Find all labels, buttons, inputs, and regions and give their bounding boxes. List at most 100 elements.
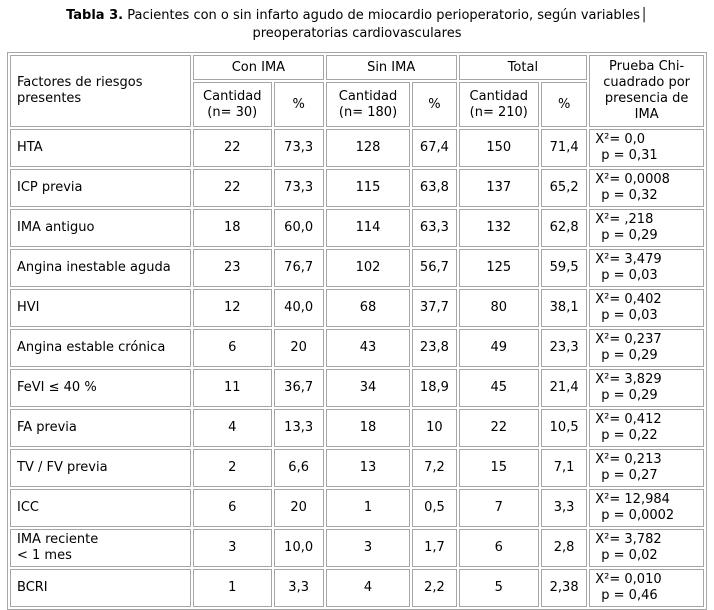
chi-value: X²= 3,829: [595, 372, 662, 387]
table-row: IMA reciente < 1 mes 3 10,0 3 1,7 6 2,8 …: [10, 529, 704, 567]
sin-ima-cantidad-cell: 43: [325, 329, 411, 367]
chi-square-cell: X²= 12,984 p = 0,0002: [589, 489, 704, 527]
con-ima-pct-cell: 13,3: [273, 409, 324, 447]
sin-ima-pct-cell: 63,8: [412, 169, 457, 207]
column-header-con-cantidad: Cantidad (n= 30): [193, 82, 272, 127]
con-ima-cantidad-cell: 2: [193, 449, 272, 487]
chi-value: X²= 3,782: [595, 532, 662, 547]
chi-value: X²= 12,984: [595, 492, 670, 507]
total-cantidad-cell: 45: [458, 369, 539, 407]
factor-cell: FeVI ≤ 40 %: [10, 369, 192, 407]
p-value: p = 0,22: [601, 428, 658, 443]
factor-cell: IMA antiguo: [10, 209, 192, 247]
con-ima-pct-cell: 20: [273, 489, 324, 527]
p-value: p = 0,32: [601, 188, 658, 203]
patients-ima-table: Factores de riesgos presentes Con IMA Si…: [7, 52, 707, 610]
sin-ima-pct-cell: 56,7: [412, 249, 457, 287]
con-ima-cantidad-cell: 22: [193, 129, 272, 167]
con-ima-cantidad-cell: 6: [193, 489, 272, 527]
chi-square-cell: X²= 0,213 p = 0,27: [589, 449, 704, 487]
total-cantidad-cell: 49: [458, 329, 539, 367]
column-header-con-pct: %: [273, 82, 324, 127]
p-value: p = 0,29: [601, 228, 658, 243]
factor-cell: TV / FV previa: [10, 449, 192, 487]
caption-label: Tabla 3.: [66, 8, 124, 23]
chi-square-cell: X²= 0,0008 p = 0,32: [589, 169, 704, 207]
total-pct-cell: 59,5: [541, 249, 588, 287]
sin-ima-cantidad-cell: 102: [325, 249, 411, 287]
caption-text-line1: Pacientes con o sin infarto agudo de mio…: [123, 8, 641, 23]
chi-value: X²= 3,479: [595, 252, 662, 267]
con-ima-cantidad-cell: 12: [193, 289, 272, 327]
table-row: IMA antiguo 18 60,0 114 63,3 132 62,8 X²…: [10, 209, 704, 247]
total-pct-cell: 71,4: [541, 129, 588, 167]
chi-value: X²= 0,402: [595, 292, 662, 307]
chi-square-cell: X²= 3,829 p = 0,29: [589, 369, 704, 407]
table-row: HTA 22 73,3 128 67,4 150 71,4 X²= 0,0 p …: [10, 129, 704, 167]
table-row: TV / FV previa 2 6,6 13 7,2 15 7,1 X²= 0…: [10, 449, 704, 487]
sin-ima-pct-cell: 7,2: [412, 449, 457, 487]
sin-ima-pct-cell: 37,7: [412, 289, 457, 327]
p-value: p = 0,03: [601, 308, 658, 323]
sin-ima-pct-cell: 67,4: [412, 129, 457, 167]
total-cantidad-cell: 22: [458, 409, 539, 447]
chi-square-cell: X²= ,218 p = 0,29: [589, 209, 704, 247]
p-value: p = 0,29: [601, 388, 658, 403]
factor-cell: ICC: [10, 489, 192, 527]
p-value: p = 0,03: [601, 268, 658, 283]
p-value: p = 0,02: [601, 548, 658, 563]
factor-cell: Angina inestable aguda: [10, 249, 192, 287]
text-cursor-icon: │: [640, 8, 648, 23]
table-row: ICP previa 22 73,3 115 63,8 137 65,2 X²=…: [10, 169, 704, 207]
sin-ima-pct-cell: 18,9: [412, 369, 457, 407]
chi-value: X²= 0,010: [595, 572, 662, 587]
chi-square-cell: X²= 0,237 p = 0,29: [589, 329, 704, 367]
table-row: Angina estable crónica 6 20 43 23,8 49 2…: [10, 329, 704, 367]
con-ima-pct-cell: 40,0: [273, 289, 324, 327]
column-header-total-pct: %: [541, 82, 588, 127]
sin-ima-cantidad-cell: 13: [325, 449, 411, 487]
p-value: p = 0,46: [601, 588, 658, 603]
sin-ima-cantidad-cell: 18: [325, 409, 411, 447]
chi-square-cell: X²= 0,402 p = 0,03: [589, 289, 704, 327]
table-row: FeVI ≤ 40 % 11 36,7 34 18,9 45 21,4 X²= …: [10, 369, 704, 407]
sin-ima-cantidad-cell: 115: [325, 169, 411, 207]
con-ima-cantidad-cell: 22: [193, 169, 272, 207]
chi-value: X²= ,218: [595, 212, 654, 227]
con-ima-pct-cell: 20: [273, 329, 324, 367]
sin-ima-cantidad-cell: 3: [325, 529, 411, 567]
total-cantidad-cell: 137: [458, 169, 539, 207]
sin-ima-pct-cell: 0,5: [412, 489, 457, 527]
chi-value: X²= 0,0: [595, 132, 646, 147]
total-cantidad-cell: 80: [458, 289, 539, 327]
column-header-chi: Prueba Chi-cuadrado por presencia de IMA: [589, 55, 704, 127]
sin-ima-cantidad-cell: 34: [325, 369, 411, 407]
total-pct-cell: 21,4: [541, 369, 588, 407]
total-pct-cell: 23,3: [541, 329, 588, 367]
sin-ima-pct-cell: 10: [412, 409, 457, 447]
factor-cell: IMA reciente < 1 mes: [10, 529, 192, 567]
column-header-sin-pct: %: [412, 82, 457, 127]
chi-square-cell: X²= 3,479 p = 0,03: [589, 249, 704, 287]
column-group-total: Total: [458, 55, 588, 80]
total-pct-cell: 62,8: [541, 209, 588, 247]
total-cantidad-cell: 7: [458, 489, 539, 527]
column-header-sin-cantidad: Cantidad (n= 180): [325, 82, 411, 127]
total-cantidad-cell: 125: [458, 249, 539, 287]
con-ima-cantidad-cell: 4: [193, 409, 272, 447]
table-caption: Tabla 3. Pacientes con o sin infarto agu…: [0, 0, 714, 43]
con-ima-cantidad-cell: 18: [193, 209, 272, 247]
chi-square-cell: X²= 3,782 p = 0,02: [589, 529, 704, 567]
table-row: ICC 6 20 1 0,5 7 3,3 X²= 12,984 p = 0,00…: [10, 489, 704, 527]
total-cantidad-cell: 6: [458, 529, 539, 567]
column-header-factores: Factores de riesgos presentes: [10, 55, 192, 127]
con-ima-pct-cell: 73,3: [273, 129, 324, 167]
column-header-total-cantidad: Cantidad (n= 210): [458, 82, 539, 127]
chi-value: X²= 0,0008: [595, 172, 670, 187]
p-value: p = 0,29: [601, 348, 658, 363]
chi-value: X²= 0,237: [595, 332, 662, 347]
chi-square-cell: X²= 0,0 p = 0,31: [589, 129, 704, 167]
con-ima-pct-cell: 60,0: [273, 209, 324, 247]
factor-cell: HTA: [10, 129, 192, 167]
factor-cell: HVI: [10, 289, 192, 327]
